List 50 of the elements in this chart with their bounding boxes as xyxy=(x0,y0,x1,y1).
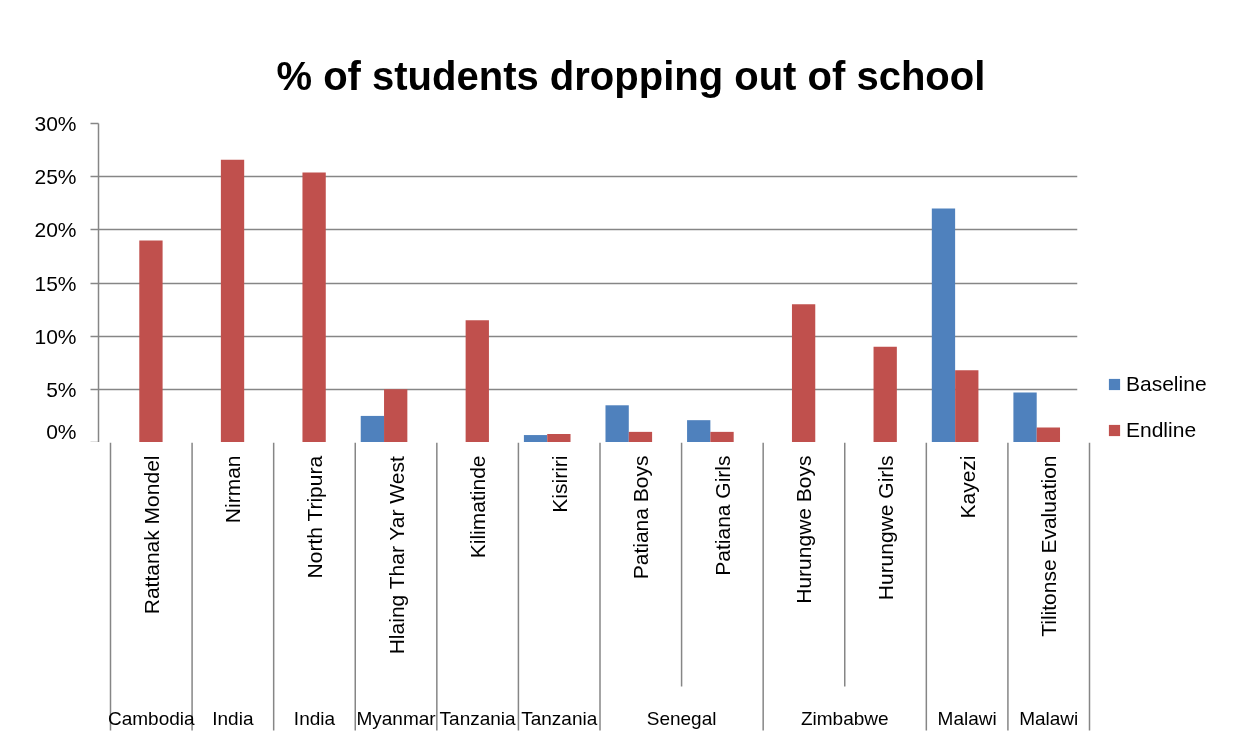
x-tick-label: Hlaing Thar Yar West xyxy=(384,456,408,655)
bar xyxy=(687,420,711,442)
bar xyxy=(547,433,571,442)
x-tick-label: Hurungwe Girls xyxy=(874,455,898,601)
bar xyxy=(931,208,956,442)
text: Tanzania xyxy=(439,708,517,729)
text: Tanzania xyxy=(521,708,598,729)
bar xyxy=(384,389,408,442)
text: Malawi xyxy=(1019,708,1079,729)
text: Cambodia xyxy=(107,708,196,729)
text: Malawi xyxy=(937,708,997,729)
x-tick-label: Rattanak Mondel xyxy=(139,455,163,615)
bar xyxy=(605,405,629,442)
bar xyxy=(523,435,548,442)
bar xyxy=(220,159,245,442)
bar xyxy=(465,320,489,442)
bar xyxy=(791,304,816,442)
bar xyxy=(873,346,897,442)
text: India xyxy=(212,708,254,729)
y-tick-label: 0% xyxy=(46,419,77,443)
x-tick-label: Kisiriri xyxy=(547,455,571,513)
bar xyxy=(955,370,979,442)
x-tick-label: Kayezi xyxy=(955,455,979,519)
text: India xyxy=(293,708,336,729)
bar xyxy=(1013,392,1037,442)
bar xyxy=(302,172,326,442)
text: Myanmar xyxy=(356,708,437,729)
y-tick-label: 10% xyxy=(34,324,77,348)
y-tick-label: 30% xyxy=(34,112,77,135)
x-tick-label: North Tripura xyxy=(302,455,326,579)
x-tick-label: Patiana Girls xyxy=(710,455,734,576)
legend-label: Baseline xyxy=(1126,372,1207,396)
y-tick-label: 20% xyxy=(34,218,77,242)
text: Zimbabwe xyxy=(800,708,889,729)
y-tick-label: 15% xyxy=(34,271,77,295)
y-tick-label: 5% xyxy=(46,377,77,401)
x-tick-label: Kilimatinde xyxy=(466,455,490,559)
bar xyxy=(628,431,653,442)
text: Senegal xyxy=(646,708,717,729)
x-tick-label: Nirman xyxy=(221,455,245,524)
bar xyxy=(710,431,734,442)
chart-title: % of students dropping out of school xyxy=(276,53,986,98)
bar xyxy=(139,240,163,442)
bar xyxy=(360,415,385,442)
bar xyxy=(1036,427,1061,442)
x-tick-label: Hurungwe Boys xyxy=(792,455,816,604)
legend-label: Endline xyxy=(1126,418,1197,442)
y-tick-label: 25% xyxy=(34,165,77,189)
x-tick-label: Patiana Boys xyxy=(629,455,653,580)
x-tick-label: Tilitonse Evaluation xyxy=(1037,455,1061,637)
